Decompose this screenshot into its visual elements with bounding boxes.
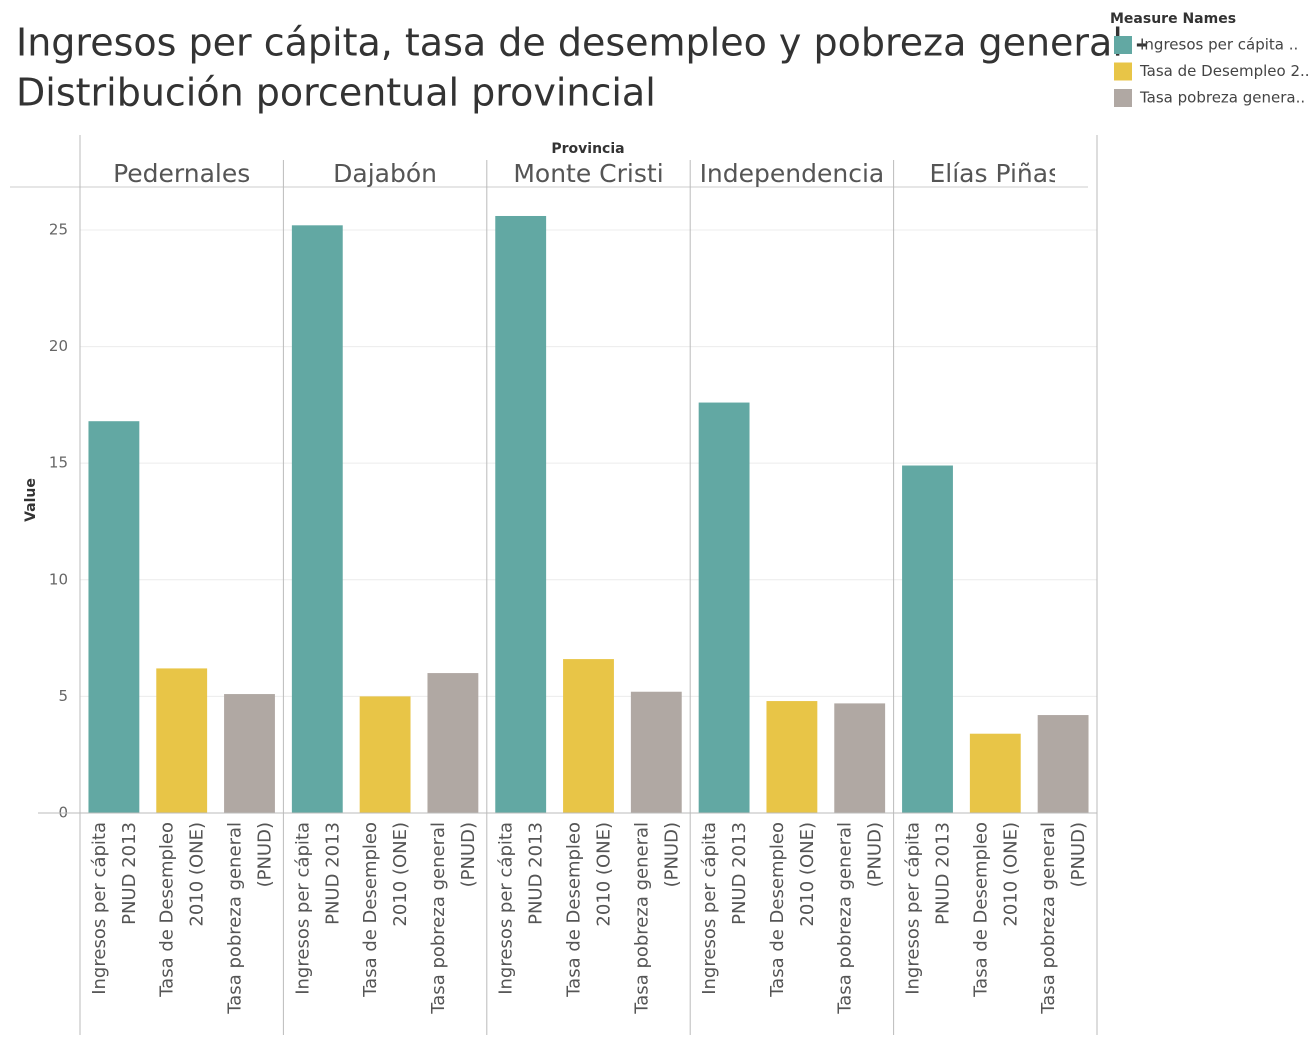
bar xyxy=(495,215,547,813)
x-tick-label: Ingresos per cápita PNUD 2013 xyxy=(903,822,954,995)
group-headers: Pedernales Dajabón Monte Cristi Independenc… xyxy=(113,159,1061,188)
x-tick-label: Tasa pobreza general (PNUD) xyxy=(428,822,479,1015)
y-tick-label: 15 xyxy=(49,454,68,472)
x-tick-label: Ingresos per cápita PNUD 2013 xyxy=(496,822,547,995)
legend-label: Tasa de Desempleo 2.. xyxy=(1139,62,1310,80)
y-tick-label: 10 xyxy=(49,570,68,588)
x-tick-label: Tasa de Desempleo 2010 (ONE) xyxy=(157,822,208,998)
bar xyxy=(969,733,1021,813)
group-label: Elías Piñas xyxy=(929,159,1061,188)
y-tick-label: 5 xyxy=(58,687,68,705)
x-tick-label: Ingresos per cápita PNUD 2013 xyxy=(89,822,140,995)
legend-swatch xyxy=(1114,62,1132,81)
bar xyxy=(156,668,208,813)
x-tick-label: Ingresos per cápita PNUD 2013 xyxy=(292,822,343,995)
x-tick-label: Tasa pobreza general (PNUD) xyxy=(1038,822,1089,1015)
group-label: Independencia xyxy=(700,159,885,188)
facet-label: Provincia xyxy=(551,141,624,157)
x-tick-label: Tasa de Desempleo 2010 (ONE) xyxy=(767,822,818,998)
legend-label: Ingresos per cápita .. xyxy=(1140,36,1298,54)
chart-title: Ingresos per cápita, tasa de desempleo y… xyxy=(16,21,1149,65)
bar xyxy=(630,691,682,813)
bar xyxy=(1037,715,1089,813)
y-tick-label: 20 xyxy=(49,337,68,355)
bar xyxy=(902,465,953,813)
bar xyxy=(563,659,614,813)
x-tick-label: Tasa pobreza general (PNUD) xyxy=(835,822,886,1015)
legend-swatch xyxy=(1114,36,1132,54)
bar xyxy=(698,402,750,813)
legend-swatch xyxy=(1114,89,1132,107)
x-tick-label: Tasa de Desempleo 2010 (ONE) xyxy=(564,822,615,998)
bar xyxy=(291,225,343,814)
x-tick-label: Tasa pobreza general (PNUD) xyxy=(225,822,276,1015)
group-label: Pedernales xyxy=(113,159,250,188)
bar xyxy=(88,421,140,813)
x-tick-label: Ingresos per cápita PNUD 2013 xyxy=(699,822,750,995)
bar xyxy=(766,701,818,813)
legend-title: Measure Names xyxy=(1110,11,1236,27)
y-tick-label: 25 xyxy=(49,220,68,238)
bar xyxy=(224,694,275,813)
bar xyxy=(359,696,411,813)
group-label: Monte Cristi xyxy=(513,159,663,188)
x-tick-label: Tasa pobreza general (PNUD) xyxy=(631,822,682,1015)
y-axis-label: Value xyxy=(23,478,39,522)
legend-label: Tasa pobreza genera.. xyxy=(1139,89,1305,107)
x-tick-label: Tasa de Desempleo 2010 (ONE) xyxy=(360,822,411,998)
chart-subtitle: Distribución porcentual provincial xyxy=(16,71,656,115)
group-label: Dajabón xyxy=(333,159,437,188)
bar xyxy=(427,673,479,813)
x-tick-label: Tasa de Desempleo 2010 (ONE) xyxy=(970,822,1021,998)
bar xyxy=(834,703,886,813)
